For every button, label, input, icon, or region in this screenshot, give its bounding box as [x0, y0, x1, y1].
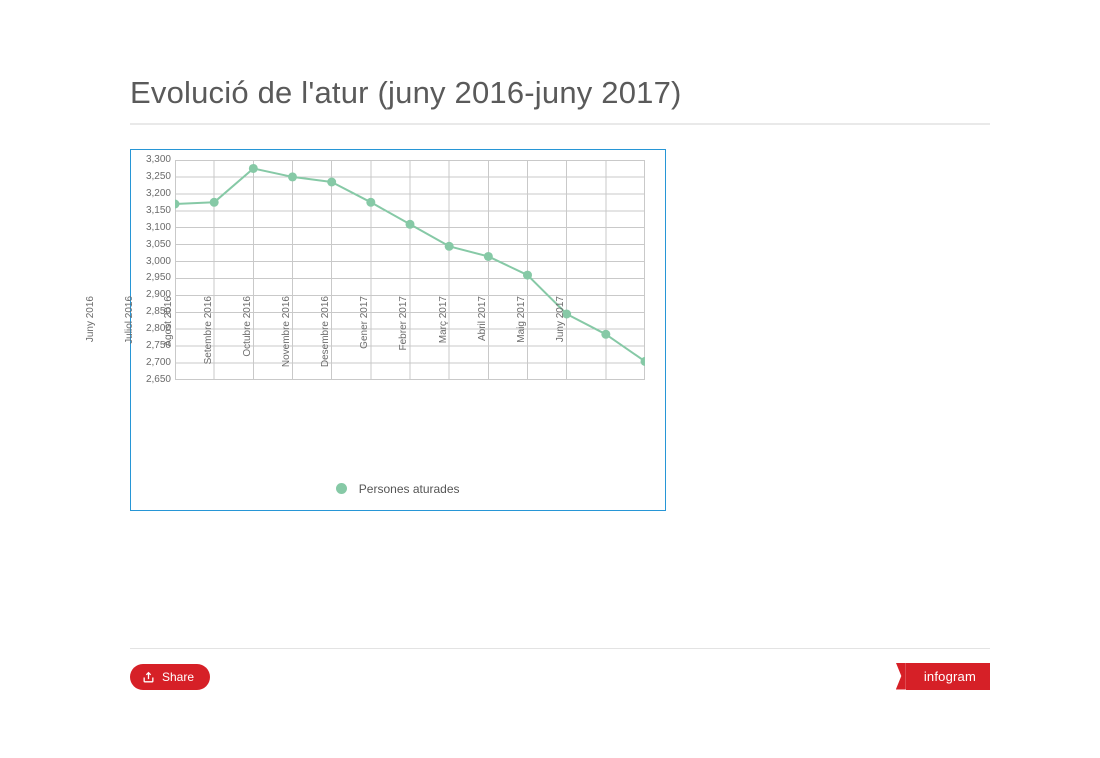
y-tick-label: 3,150	[131, 206, 171, 216]
y-tick-label: 3,000	[131, 257, 171, 267]
line-chart: 3,3003,2503,2003,1503,1003,0503,0002,950…	[175, 160, 645, 380]
chart-container: 3,300 3,250 3,200 3,150 3,100 3,050 3,000 2,950…	[130, 149, 666, 511]
y-tick-label: 3,200	[131, 189, 171, 199]
x-tick-label: Juny 2017	[555, 296, 566, 386]
y-tick-label: 2,950	[131, 273, 171, 283]
legend-marker-icon	[336, 483, 347, 494]
brand-label: infogram	[906, 663, 990, 690]
x-tick-label: Desembre 2016	[320, 296, 331, 386]
y-tick-label: 3,300	[131, 155, 171, 165]
share-button-label: Share	[162, 670, 194, 684]
x-tick-label: Novembre 2016	[281, 296, 292, 386]
x-tick-label: Agost 2016	[163, 296, 174, 386]
x-tick-label: Abril 2017	[477, 296, 488, 386]
y-tick-label: 3,100	[131, 223, 171, 233]
y-tick-label: 3,250	[131, 172, 171, 182]
x-tick-label: Març 2017	[438, 296, 449, 386]
x-tick-label: Octubre 2016	[242, 296, 253, 386]
legend-label: Persones aturades	[359, 482, 460, 496]
x-tick-label: Maig 2017	[516, 296, 527, 386]
page-title: Evolució de l'atur (juny 2016-juny 2017)	[130, 75, 990, 111]
y-tick-label: 3,050	[131, 240, 171, 250]
x-tick-label: Febrer 2017	[398, 296, 409, 386]
x-labels-spacer	[175, 380, 657, 476]
footer-divider	[130, 648, 990, 649]
chart-legend: Persones aturades	[131, 476, 665, 500]
page-root: Evolució de l'atur (juny 2016-juny 2017)…	[0, 0, 1100, 758]
share-icon	[142, 671, 155, 684]
share-button[interactable]: Share	[130, 664, 210, 690]
x-tick-label: Juny 2016	[85, 296, 96, 386]
x-tick-label: Setembre 2016	[203, 296, 214, 386]
plot-wrap: 3,300 3,250 3,200 3,150 3,100 3,050 3,000 2,950…	[131, 150, 665, 476]
title-divider	[130, 123, 990, 125]
brand-badge[interactable]: infogram	[906, 662, 990, 690]
x-tick-label: Juliol 2016	[124, 296, 135, 386]
x-tick-label: Gener 2017	[359, 296, 370, 386]
